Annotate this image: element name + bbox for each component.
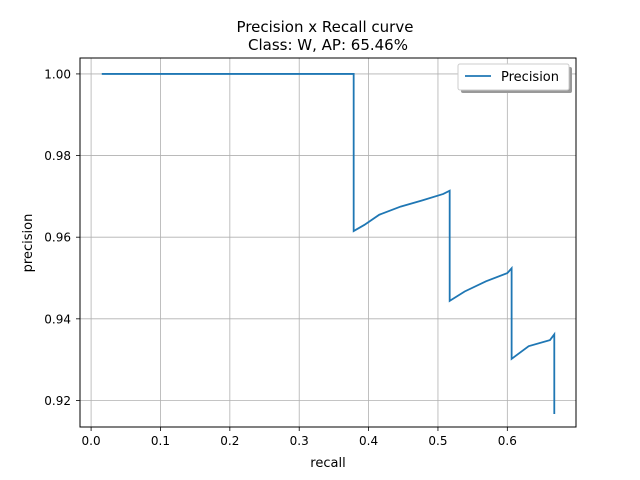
chart-subtitle: Class: W, AP: 65.46% (248, 36, 408, 54)
legend: Precision (457, 63, 572, 93)
x-tick-label: 0.3 (290, 434, 309, 448)
x-tick-label: 0.5 (428, 434, 447, 448)
x-tick-label: 0.2 (220, 434, 239, 448)
x-tick-label: 0.1 (151, 434, 170, 448)
x-tick-label: 0.4 (359, 434, 378, 448)
y-axis-label: precision (21, 214, 36, 273)
x-axis-label: recall (310, 456, 345, 471)
y-tick-label: 0.96 (44, 231, 71, 245)
chart-title: Precision x Recall curve (237, 18, 414, 36)
y-tick-label: 0.92 (44, 394, 71, 408)
y-tick-label: 1.00 (44, 67, 71, 81)
x-tick-label: 0.6 (498, 434, 517, 448)
x-tick-label: 0.0 (82, 434, 101, 448)
grid (80, 58, 576, 427)
legend-label-precision: Precision (501, 70, 559, 85)
y-tick-label: 0.94 (44, 312, 71, 326)
y-tick-label: 0.98 (44, 149, 71, 163)
series-line-precision (101, 73, 556, 414)
axes: 0.0 0.1 0.2 0.3 0.4 0.5 0.6 0.92 0.94 0.96 0.98 1.0… (44, 67, 517, 448)
plot-frame (79, 57, 577, 428)
legend-box (457, 63, 570, 91)
series-layer (101, 73, 556, 414)
